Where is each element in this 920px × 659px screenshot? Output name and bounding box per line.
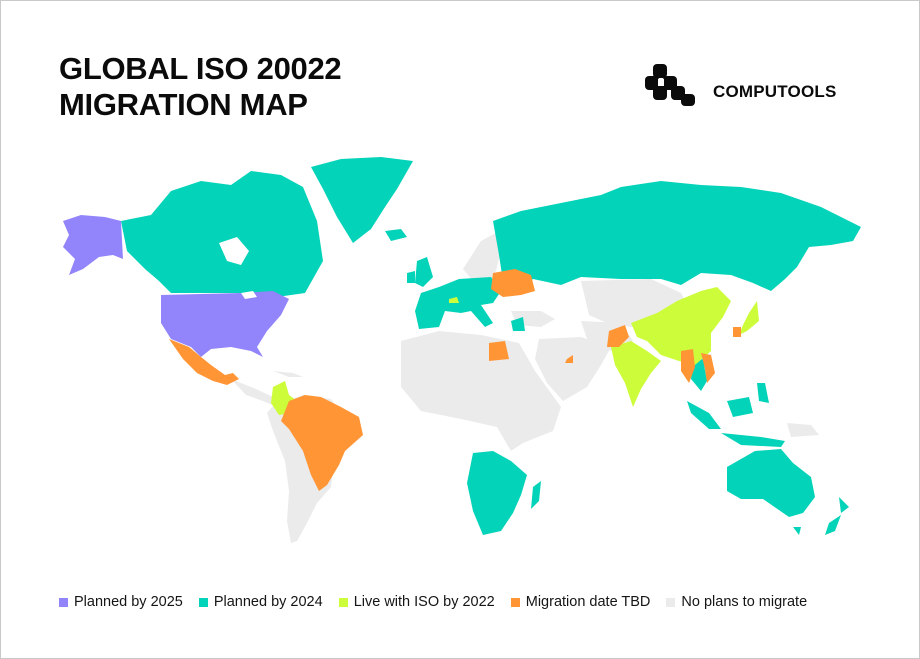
planned-2024-regions [121, 157, 861, 535]
legend-item-planned-2025: Planned by 2025 [59, 594, 183, 610]
legend-item-live-2022: Live with ISO by 2022 [338, 594, 495, 610]
legend-label: No plans to migrate [681, 594, 808, 610]
legend-label: Migration date TBD [525, 594, 651, 610]
legend-item-planned-2024: Planned by 2024 [198, 594, 323, 610]
live-2022-regions [271, 287, 759, 415]
title-line-2: MIGRATION MAP [59, 87, 308, 122]
legend-label: Live with ISO by 2022 [353, 594, 495, 610]
page-title: GLOBAL ISO 20022 MIGRATION MAP [59, 51, 342, 123]
legend-item-no-plans: No plans to migrate [666, 594, 807, 610]
legend-swatch-orange-icon [510, 597, 520, 607]
legend-label: Planned by 2024 [213, 594, 323, 610]
legend-label: Planned by 2025 [74, 594, 183, 610]
inland-water [219, 237, 257, 299]
legend-item-tbd: Migration date TBD [510, 594, 651, 610]
legend-swatch-gray-icon [666, 597, 676, 607]
legend-swatch-teal-icon [198, 597, 208, 607]
world-map [63, 157, 861, 543]
brand-name: COMPUTOOLS [713, 82, 837, 101]
tbd-regions [169, 269, 741, 491]
legend-swatch-lime-icon [338, 597, 348, 607]
map-legend: Planned by 2025 Planned by 2024 Live wit… [59, 594, 807, 610]
legend-swatch-purple-icon [59, 597, 68, 607]
brand-logo: COMPUTOOLS [645, 64, 837, 108]
computools-logo-icon [645, 64, 695, 106]
planned-2025-regions [63, 215, 289, 357]
no-plans-regions [231, 229, 819, 543]
title-line-1: GLOBAL ISO 20022 [59, 51, 342, 86]
